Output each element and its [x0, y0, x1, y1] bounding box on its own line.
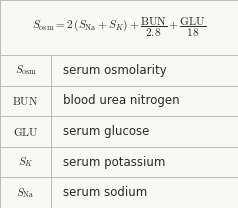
Text: serum sodium: serum sodium	[63, 186, 147, 199]
Text: serum potassium: serum potassium	[63, 156, 165, 169]
Text: $\mathrm{GLU}$: $\mathrm{GLU}$	[13, 126, 38, 137]
Text: $S_{\mathrm{osm}}$: $S_{\mathrm{osm}}$	[15, 63, 37, 77]
Text: $S_{\mathrm{Na}}$: $S_{\mathrm{Na}}$	[16, 186, 35, 200]
Text: $\mathrm{BUN}$: $\mathrm{BUN}$	[12, 95, 39, 107]
Text: serum osmolarity: serum osmolarity	[63, 64, 167, 77]
Text: $S_{\mathrm{osm}} = 2\,(S_{\mathrm{Na}} + S_K) + \dfrac{\mathrm{BUN}}{2.8} + \df: $S_{\mathrm{osm}} = 2\,(S_{\mathrm{Na}} …	[32, 16, 206, 39]
Text: serum glucose: serum glucose	[63, 125, 149, 138]
Text: $S_K$: $S_K$	[18, 155, 34, 169]
Text: blood urea nitrogen: blood urea nitrogen	[63, 94, 180, 108]
